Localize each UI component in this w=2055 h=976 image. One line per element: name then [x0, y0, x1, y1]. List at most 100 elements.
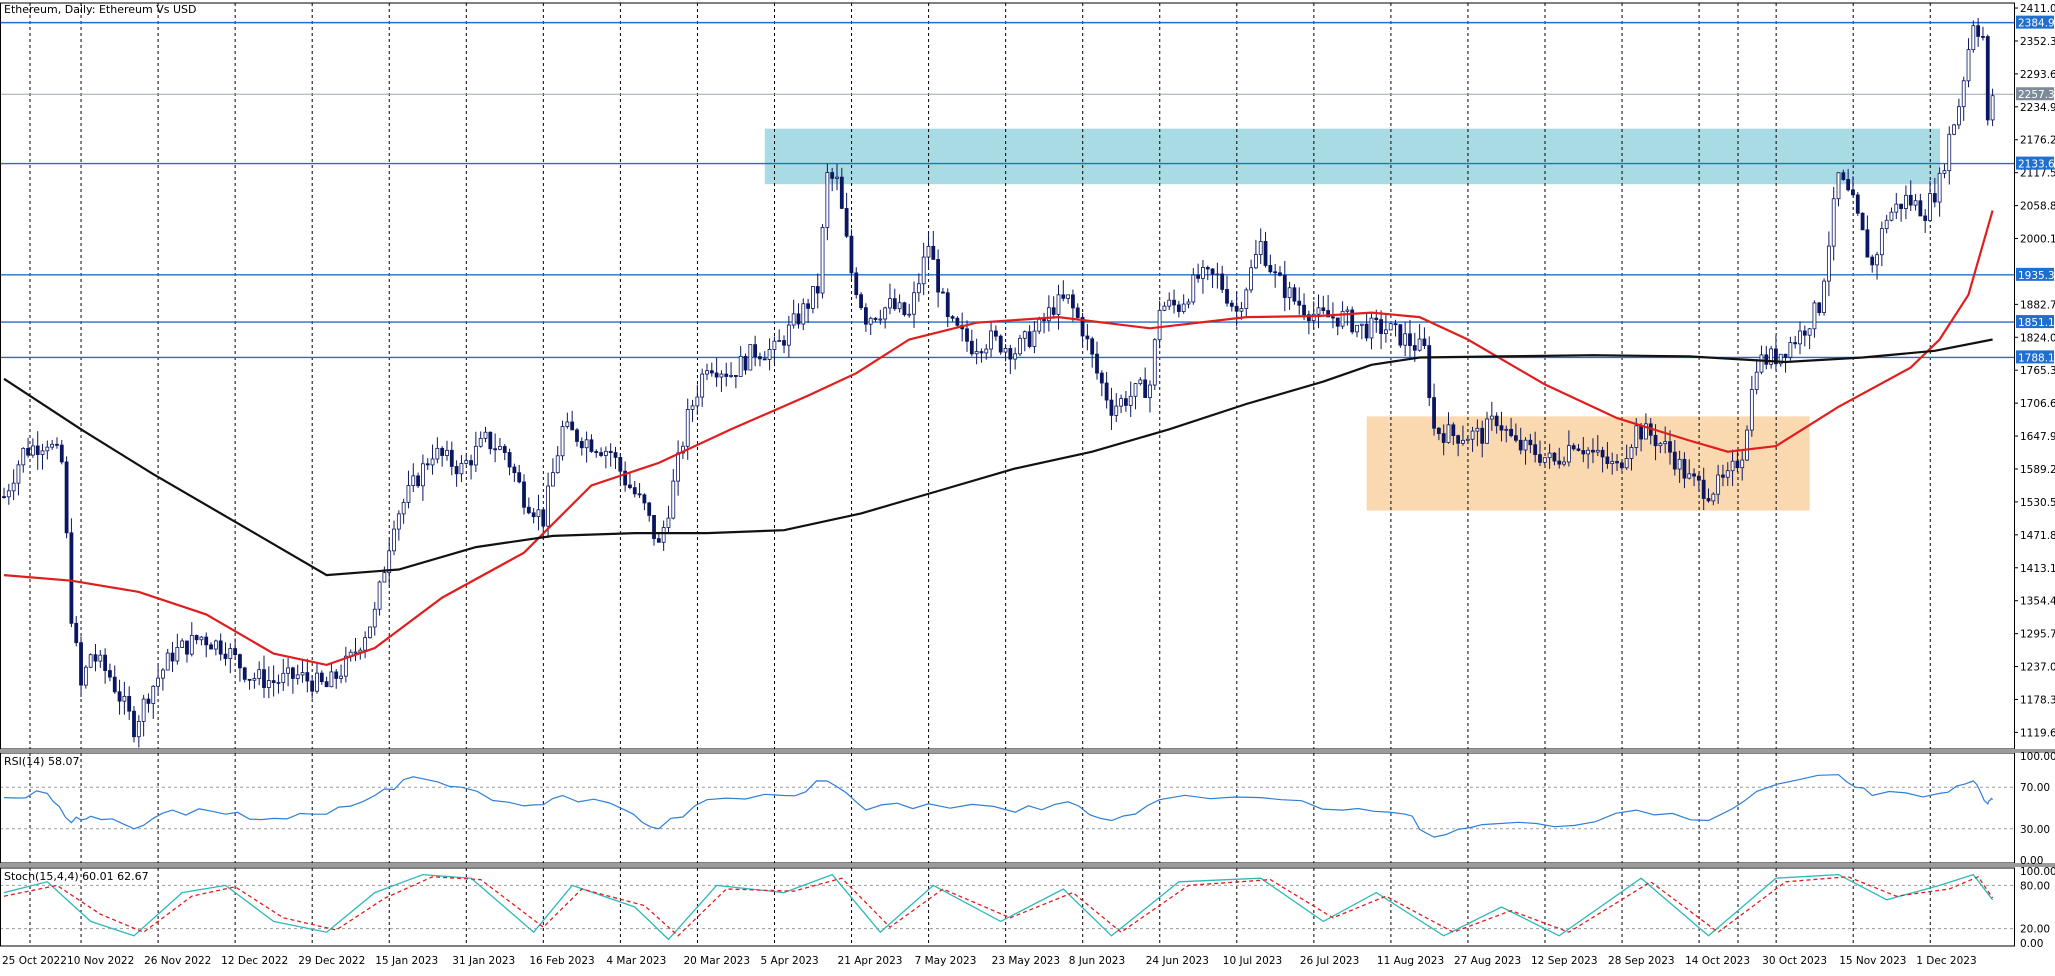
x-tick-label: 15 Nov 2023	[1839, 955, 1906, 967]
candle-body	[714, 372, 719, 378]
candle-body	[1278, 272, 1282, 276]
candle-body	[1066, 294, 1071, 299]
candle-body	[35, 445, 40, 455]
candle-body	[1032, 330, 1037, 347]
candle-body	[844, 208, 849, 237]
candle-body	[1663, 441, 1668, 445]
candle-body	[353, 651, 358, 654]
candle-body	[1254, 254, 1258, 269]
candle-body	[1138, 379, 1143, 385]
stoch-main-line	[3, 873, 1994, 941]
candle-body	[1721, 474, 1725, 478]
x-tick-label: 25 Oct 2022	[2, 955, 67, 967]
candle-body	[26, 447, 30, 456]
candle-body	[1894, 203, 1899, 213]
candle-body	[425, 463, 430, 466]
candle-body	[1778, 353, 1783, 365]
candle-body	[1807, 328, 1812, 336]
candle-body	[199, 636, 204, 641]
x-tick-label: 10 Nov 2022	[67, 955, 134, 967]
candle-body	[1095, 353, 1099, 374]
level-tag-bg	[2016, 156, 2054, 170]
candle-body	[1326, 310, 1331, 318]
y-tick-label: 2352.31	[2020, 36, 2055, 48]
x-tick-label: 27 Aug 2023	[1454, 955, 1521, 967]
candle-body	[623, 470, 628, 486]
candle-body	[1889, 211, 1894, 221]
level-tag: 1935.36	[2018, 270, 2055, 282]
x-tick-label: 16 Feb 2023	[529, 955, 594, 967]
candle-body	[1591, 449, 1595, 453]
candle-body	[811, 286, 815, 309]
candle-body	[1783, 353, 1788, 358]
candle-body	[1485, 418, 1489, 444]
candle-body	[878, 318, 883, 321]
y-tick-label: 1882.71	[2020, 299, 2055, 311]
candle-body	[1359, 323, 1364, 326]
y-tick-label: 2234.91	[2020, 102, 2055, 114]
candle-body	[1518, 439, 1523, 451]
candle-body	[1432, 397, 1436, 429]
candle-body	[1509, 428, 1513, 437]
candle-body	[541, 509, 546, 527]
candle-body	[257, 669, 262, 679]
candle-body	[1716, 474, 1721, 495]
candle-body	[218, 640, 223, 655]
candle-body	[907, 313, 912, 316]
candle-body	[536, 509, 541, 517]
candle-body	[1292, 287, 1297, 302]
candle-body	[175, 647, 180, 662]
candle-body	[1258, 241, 1263, 255]
candle-body	[1152, 339, 1157, 386]
candle-body	[286, 667, 290, 674]
candle-body	[777, 340, 782, 342]
candle-body	[1403, 333, 1408, 346]
candle-body	[1109, 399, 1114, 416]
candle-body	[1480, 427, 1485, 444]
candle-body	[1831, 198, 1836, 247]
candle-body	[1340, 310, 1345, 327]
candle-body	[300, 672, 305, 676]
candle-body	[141, 698, 146, 722]
candle-body	[1273, 271, 1278, 274]
candle-body	[1985, 36, 1990, 121]
candle-body	[271, 680, 276, 683]
candle-body	[1239, 308, 1244, 312]
x-tick-label: 26 Jul 2023	[1300, 955, 1359, 967]
candle-body	[806, 303, 811, 309]
candle-body	[132, 710, 136, 738]
y-tick-label: 1765.31	[2020, 365, 2055, 377]
candle-body	[758, 356, 762, 360]
candle-body	[1571, 445, 1576, 450]
x-tick-label: 26 Nov 2022	[144, 955, 211, 967]
candle-body	[1802, 330, 1807, 336]
candle-body	[1836, 172, 1841, 200]
candle-body	[1475, 427, 1480, 432]
candle-body	[931, 245, 936, 260]
candle-body	[478, 437, 483, 447]
candle-body	[1446, 424, 1451, 443]
main-chart-title: Ethereum, Daily: Ethereum Vs USD	[4, 3, 196, 16]
candle-body	[1422, 338, 1427, 346]
candle-body	[1075, 307, 1080, 318]
candle-body	[334, 671, 339, 679]
candle-body	[98, 654, 103, 662]
candle-body	[1754, 371, 1759, 390]
candle-body	[88, 654, 93, 668]
candle-body	[122, 695, 127, 702]
candle-body	[1205, 267, 1210, 270]
candle-body	[1610, 461, 1615, 465]
candle-body	[594, 451, 599, 453]
candle-body	[1369, 317, 1374, 339]
candle-body	[815, 286, 820, 294]
x-tick-label: 14 Oct 2023	[1685, 955, 1750, 967]
candle-body	[1658, 443, 1663, 447]
candle-body	[1080, 317, 1085, 337]
candle-body	[21, 447, 26, 466]
x-tick-label: 21 Apr 2023	[838, 955, 903, 967]
candle-body	[1143, 379, 1148, 398]
candle-body	[902, 302, 907, 316]
candle-body	[1586, 449, 1591, 455]
candle-body	[1123, 398, 1128, 406]
candle-body	[1514, 435, 1518, 441]
